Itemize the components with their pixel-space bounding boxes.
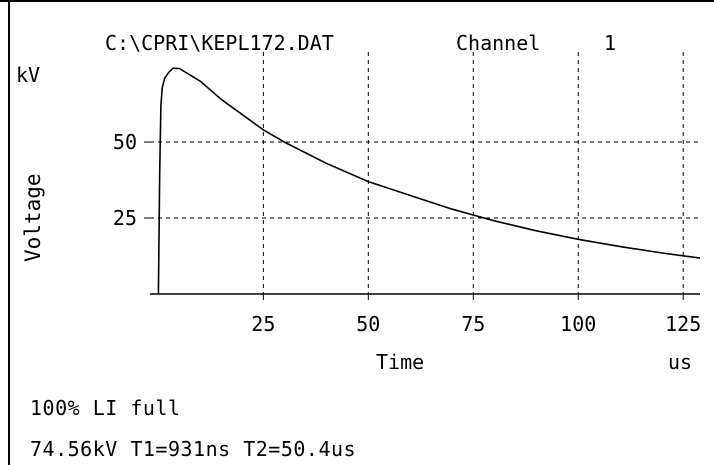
series-layer (157, 67, 701, 295)
chart-title: C:\CPRI\KEPL172.DAT (105, 31, 334, 55)
axes (144, 141, 700, 300)
x-tick-label: 75 (461, 312, 485, 336)
measurement-summary: 74.56kV T1=931ns T2=50.4us (30, 437, 357, 461)
x-unit-label: us (668, 350, 692, 374)
test-description: 100% LI full (30, 396, 181, 420)
voltage-waveform-line (157, 67, 701, 295)
tick-labels: 25 50 75 100 125 25 50 (113, 130, 701, 336)
x-tick-label: 25 (251, 312, 275, 336)
y-axis-label: Voltage (21, 173, 45, 262)
channel-number: 1 (604, 31, 616, 55)
x-tick-label: 100 (560, 312, 596, 336)
x-tick-label: 125 (665, 312, 701, 336)
y-unit-label: kV (16, 63, 40, 87)
grid-lines (150, 52, 700, 294)
x-tick-label: 50 (356, 312, 380, 336)
y-tick-label: 25 (113, 206, 137, 230)
channel-label: Channel (456, 31, 540, 55)
x-axis-label: Time (376, 350, 424, 374)
y-tick-label: 50 (113, 130, 137, 154)
